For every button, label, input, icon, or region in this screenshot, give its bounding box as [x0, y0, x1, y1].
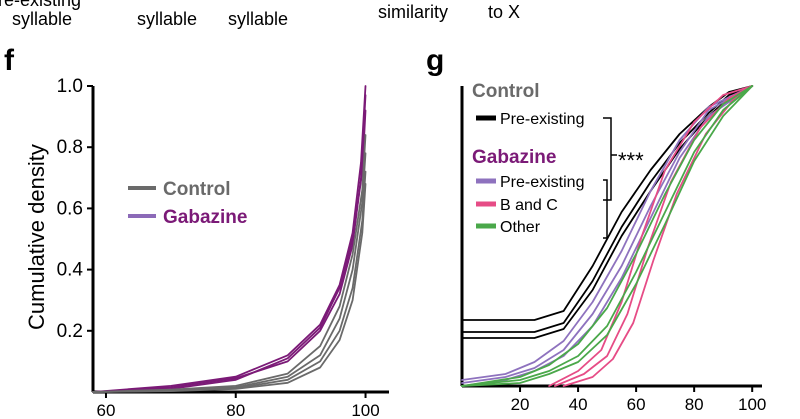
significance-stars: *** [618, 148, 644, 173]
series-line-gabazine-other-11 [461, 85, 754, 387]
x-tick-label: 80 [226, 401, 245, 419]
series-line-gabazine-b-and-c-6 [548, 85, 754, 387]
x-tick-label: 100 [351, 401, 379, 419]
y-tick-label: 0.4 [57, 260, 84, 281]
top-left-label-3: syllable [228, 9, 288, 29]
top-right-label-2: to X [488, 2, 520, 22]
series-line-gabazine-other-9 [461, 85, 754, 387]
axes-f: 60 80 100 0.2 0.4 0.6 0.8 1.0 [57, 76, 389, 419]
legend-f: Control Gabazine [128, 179, 247, 228]
series-line-control-pre-existing-2 [461, 85, 754, 339]
series-line-control-3 [92, 134, 367, 393]
x-tick-label: 20 [511, 395, 530, 414]
x-tick-label: 60 [627, 395, 646, 414]
series-line-control-5 [92, 170, 367, 393]
legend-heading-control: Control [472, 81, 540, 102]
y-tick-label: 0.2 [57, 321, 83, 342]
panel-label-f: f [4, 44, 15, 77]
legend-label-control-preexisting: Pre-existing [500, 111, 584, 128]
legend-label-control: Control [163, 179, 231, 200]
legend-label-gabazine: Gabazine [163, 207, 247, 228]
series-group-g [461, 85, 754, 387]
y-tick-label: 1.0 [57, 76, 83, 97]
legend-label-gabazine-preexisting: Pre-existing [500, 174, 584, 191]
top-right-label-1: similarity [378, 2, 448, 22]
chart-panel-f: Cumulative density 60 80 100 0.2 0.4 0.6 0.8 1.… [24, 76, 389, 419]
x-tick-label: 100 [738, 395, 766, 414]
x-tick-label: 40 [569, 395, 588, 414]
y-tick-label: 0.6 [57, 198, 83, 219]
series-group-f [92, 85, 367, 393]
top-left-label-1: syllable [12, 9, 72, 29]
significance-bracket [603, 117, 617, 201]
top-partial-label: Pre-existing [0, 0, 81, 10]
legend-label-other: Other [500, 219, 541, 236]
chart-panel-g: 20 40 60 80 100 Control Pre-existing Gabazin… [460, 81, 766, 414]
series-line-gabazine-b-and-c-8 [562, 85, 754, 387]
legend-label-b-and-c: B and C [500, 197, 558, 214]
panel-label-g: g [426, 44, 444, 77]
x-tick-label: 80 [685, 395, 704, 414]
series-line-control-6 [92, 182, 367, 393]
legend-g: Control Pre-existing Gabazine Pre-existi… [472, 81, 644, 239]
y-tick-label: 0.8 [57, 137, 83, 158]
series-line-gabazine-0 [92, 85, 367, 393]
series-line-gabazine-pre-existing-4 [461, 85, 754, 384]
series-line-gabazine-2 [92, 109, 367, 393]
significance-bracket-lower [603, 179, 608, 239]
axes-g: 20 40 60 80 100 [460, 86, 766, 414]
legend-heading-gabazine: Gabazine [472, 147, 556, 168]
series-line-gabazine-other-10 [461, 85, 754, 387]
top-left-label-2: syllable [137, 9, 197, 29]
y-axis-label: Cumulative density [24, 144, 49, 330]
x-tick-label: 60 [97, 401, 116, 419]
